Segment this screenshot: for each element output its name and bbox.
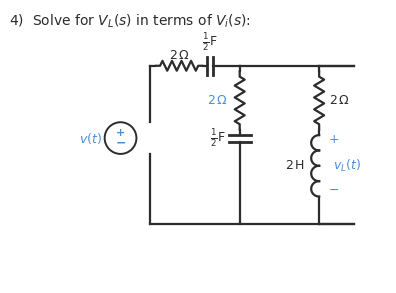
Text: $2\,\Omega$: $2\,\Omega$ bbox=[329, 94, 350, 107]
Text: +: + bbox=[329, 132, 340, 146]
Text: 4)  Solve for $V_L(s)$ in terms of $V_i(s)$:: 4) Solve for $V_L(s)$ in terms of $V_i(s… bbox=[10, 12, 251, 30]
Text: −: − bbox=[115, 137, 126, 149]
Text: $2\,\Omega$: $2\,\Omega$ bbox=[207, 94, 228, 107]
Text: $2\,$H: $2\,$H bbox=[285, 159, 305, 172]
Text: $2\,\Omega$: $2\,\Omega$ bbox=[169, 49, 190, 62]
Text: $\frac{1}{2}$F: $\frac{1}{2}$F bbox=[202, 31, 218, 53]
Text: $\frac{1}{2}$F: $\frac{1}{2}$F bbox=[210, 127, 226, 149]
Text: +: + bbox=[116, 128, 125, 138]
Text: $v_L(t)$: $v_L(t)$ bbox=[333, 158, 361, 174]
Text: −: − bbox=[329, 184, 340, 197]
Text: $v(t)$: $v(t)$ bbox=[79, 131, 102, 146]
